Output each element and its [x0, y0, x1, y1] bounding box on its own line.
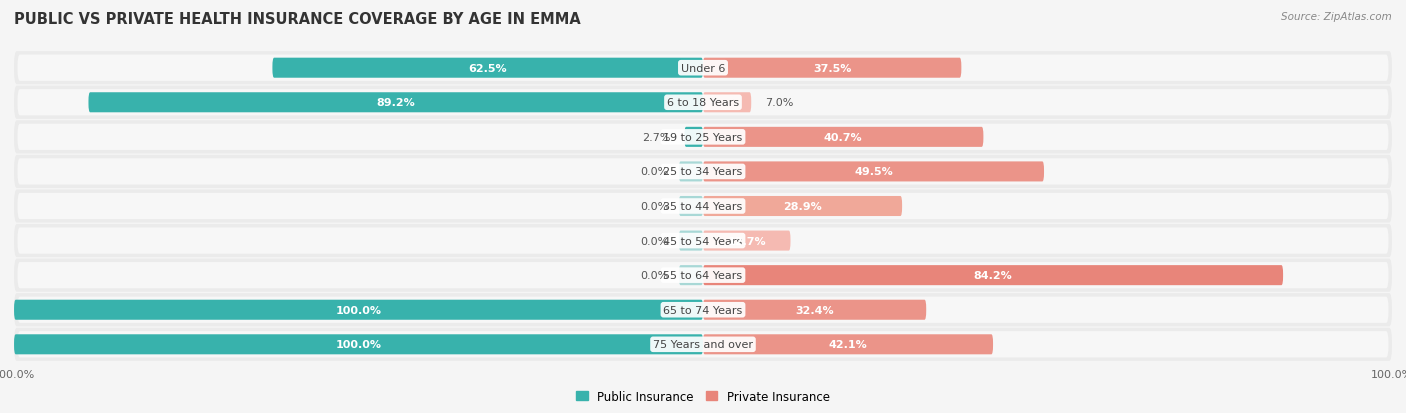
Text: 55 to 64 Years: 55 to 64 Years	[664, 271, 742, 280]
FancyBboxPatch shape	[703, 300, 927, 320]
FancyBboxPatch shape	[17, 297, 1389, 323]
FancyBboxPatch shape	[17, 193, 1389, 220]
FancyBboxPatch shape	[703, 59, 962, 78]
Text: 35 to 44 Years: 35 to 44 Years	[664, 202, 742, 211]
FancyBboxPatch shape	[703, 197, 903, 216]
FancyBboxPatch shape	[14, 259, 1392, 292]
Text: 62.5%: 62.5%	[468, 64, 508, 74]
FancyBboxPatch shape	[14, 224, 1392, 258]
FancyBboxPatch shape	[703, 93, 751, 113]
Text: 28.9%: 28.9%	[783, 202, 823, 211]
Text: 40.7%: 40.7%	[824, 133, 862, 142]
Text: 75 Years and over: 75 Years and over	[652, 339, 754, 349]
Text: 25 to 34 Years: 25 to 34 Years	[664, 167, 742, 177]
Text: 0.0%: 0.0%	[640, 271, 669, 280]
FancyBboxPatch shape	[89, 93, 703, 113]
FancyBboxPatch shape	[703, 335, 993, 354]
Text: 0.0%: 0.0%	[640, 236, 669, 246]
FancyBboxPatch shape	[17, 55, 1389, 82]
FancyBboxPatch shape	[679, 266, 703, 285]
FancyBboxPatch shape	[14, 328, 1392, 361]
Text: 49.5%: 49.5%	[853, 167, 893, 177]
FancyBboxPatch shape	[14, 293, 1392, 327]
Text: 12.7%: 12.7%	[727, 236, 766, 246]
Text: 84.2%: 84.2%	[974, 271, 1012, 280]
FancyBboxPatch shape	[14, 121, 1392, 154]
Text: 45 to 54 Years: 45 to 54 Years	[664, 236, 742, 246]
FancyBboxPatch shape	[703, 266, 1284, 285]
Text: 0.0%: 0.0%	[640, 167, 669, 177]
FancyBboxPatch shape	[14, 86, 1392, 120]
FancyBboxPatch shape	[273, 59, 703, 78]
Text: PUBLIC VS PRIVATE HEALTH INSURANCE COVERAGE BY AGE IN EMMA: PUBLIC VS PRIVATE HEALTH INSURANCE COVER…	[14, 12, 581, 27]
Text: 89.2%: 89.2%	[377, 98, 415, 108]
Text: 100.0%: 100.0%	[336, 305, 381, 315]
Text: 37.5%: 37.5%	[813, 64, 852, 74]
FancyBboxPatch shape	[703, 128, 983, 147]
Text: 32.4%: 32.4%	[796, 305, 834, 315]
Text: 7.0%: 7.0%	[765, 98, 793, 108]
Text: 42.1%: 42.1%	[828, 339, 868, 349]
Text: 100.0%: 100.0%	[336, 339, 381, 349]
FancyBboxPatch shape	[14, 300, 703, 320]
Text: Source: ZipAtlas.com: Source: ZipAtlas.com	[1281, 12, 1392, 22]
Legend: Public Insurance, Private Insurance: Public Insurance, Private Insurance	[571, 385, 835, 408]
FancyBboxPatch shape	[17, 262, 1389, 289]
FancyBboxPatch shape	[14, 155, 1392, 189]
FancyBboxPatch shape	[14, 52, 1392, 85]
FancyBboxPatch shape	[17, 159, 1389, 185]
FancyBboxPatch shape	[679, 197, 703, 216]
Text: 0.0%: 0.0%	[640, 202, 669, 211]
Text: 65 to 74 Years: 65 to 74 Years	[664, 305, 742, 315]
Text: 6 to 18 Years: 6 to 18 Years	[666, 98, 740, 108]
FancyBboxPatch shape	[14, 335, 703, 354]
FancyBboxPatch shape	[679, 162, 703, 182]
FancyBboxPatch shape	[703, 231, 790, 251]
FancyBboxPatch shape	[17, 228, 1389, 254]
FancyBboxPatch shape	[685, 128, 703, 147]
Text: 2.7%: 2.7%	[643, 133, 671, 142]
Text: Under 6: Under 6	[681, 64, 725, 74]
FancyBboxPatch shape	[703, 162, 1045, 182]
FancyBboxPatch shape	[17, 124, 1389, 151]
FancyBboxPatch shape	[17, 90, 1389, 116]
FancyBboxPatch shape	[14, 190, 1392, 223]
FancyBboxPatch shape	[17, 331, 1389, 358]
FancyBboxPatch shape	[679, 231, 703, 251]
Text: 19 to 25 Years: 19 to 25 Years	[664, 133, 742, 142]
